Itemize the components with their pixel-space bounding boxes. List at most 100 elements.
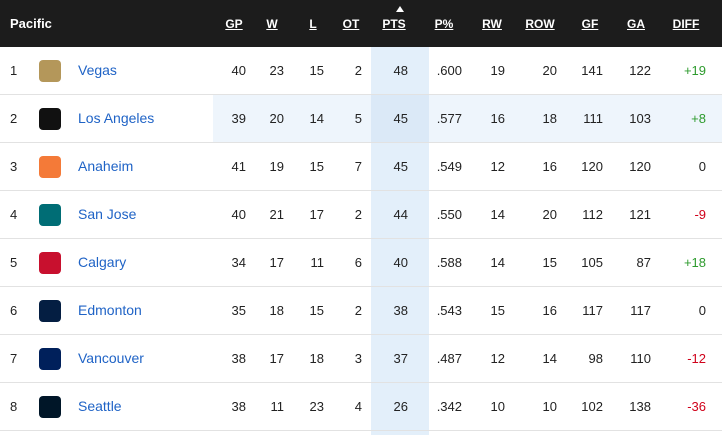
team-name[interactable]: Anaheim xyxy=(78,158,134,174)
row-divider xyxy=(0,382,722,383)
stat-cell: .342 xyxy=(436,399,462,414)
stat-cell: 120 xyxy=(581,159,603,174)
stat-cell: -9 xyxy=(694,207,706,222)
team-name[interactable]: Vegas xyxy=(78,62,117,78)
stat-cell: 112 xyxy=(582,207,603,222)
stat-cell: 87 xyxy=(636,255,651,270)
stat-cell: 18 xyxy=(309,351,324,366)
stat-cell: 2 xyxy=(354,303,362,318)
stat-cell: 7 xyxy=(354,159,362,174)
stat-cell: 45 xyxy=(393,159,408,174)
division-title: Pacific xyxy=(10,16,52,31)
rank: 2 xyxy=(10,111,18,126)
sort-indicator xyxy=(396,6,404,12)
stat-cell: 48 xyxy=(393,63,408,78)
stat-cell: 18 xyxy=(542,111,557,126)
stat-cell: 45 xyxy=(393,111,408,126)
stat-cell: 34 xyxy=(231,255,246,270)
stat-cell: 0 xyxy=(698,303,706,318)
stat-cell: 41 xyxy=(231,159,246,174)
row-divider xyxy=(0,238,722,239)
row-divider xyxy=(0,430,722,431)
team-name[interactable]: Calgary xyxy=(78,254,127,270)
rank: 8 xyxy=(10,399,18,414)
column-header[interactable]: W xyxy=(266,17,278,31)
stat-cell: 19 xyxy=(269,159,284,174)
stat-cell: 4 xyxy=(354,399,362,414)
stat-cell: .549 xyxy=(436,159,462,174)
stat-cell: 138 xyxy=(629,399,651,414)
column-header[interactable]: GA xyxy=(627,17,645,31)
column-header[interactable]: GF xyxy=(581,17,599,31)
team-name[interactable]: San Jose xyxy=(78,206,137,222)
stat-cell: 10 xyxy=(542,399,557,414)
stat-cell: 98 xyxy=(588,351,603,366)
sort-column-highlight xyxy=(371,0,429,435)
row-highlight-pts xyxy=(371,95,429,143)
stat-cell: 3 xyxy=(354,351,362,366)
stat-cell: 18 xyxy=(269,303,284,318)
rank: 5 xyxy=(10,255,18,270)
stat-cell: .577 xyxy=(436,111,462,126)
column-header[interactable]: RW xyxy=(482,17,502,31)
stat-cell: 16 xyxy=(490,111,505,126)
team-logo xyxy=(39,108,61,130)
stat-cell: 15 xyxy=(309,303,324,318)
stat-cell: 117 xyxy=(582,303,603,318)
stat-cell: +18 xyxy=(683,255,706,270)
stat-cell: +8 xyxy=(691,111,706,126)
stat-cell: 122 xyxy=(629,63,651,78)
team-logo xyxy=(39,60,61,82)
rank: 7 xyxy=(10,351,18,366)
column-header[interactable]: L xyxy=(309,17,317,31)
stat-cell: 14 xyxy=(309,111,324,126)
team-name[interactable]: Vancouver xyxy=(78,350,144,366)
stat-cell: 38 xyxy=(231,399,246,414)
rank: 6 xyxy=(10,303,18,318)
stat-cell: 141 xyxy=(581,63,603,78)
stat-cell: .487 xyxy=(436,351,462,366)
column-header[interactable]: GP xyxy=(225,17,243,31)
stat-cell: .550 xyxy=(436,207,462,222)
column-header[interactable]: DIFF xyxy=(672,17,700,31)
stat-cell: 14 xyxy=(490,207,505,222)
team-logo xyxy=(39,156,61,178)
stat-cell: 11 xyxy=(310,255,325,270)
stat-cell: 111 xyxy=(583,111,603,126)
stat-cell: 117 xyxy=(630,303,651,318)
team-logo xyxy=(39,348,61,370)
team-name[interactable]: Seattle xyxy=(78,398,122,414)
stat-cell: 5 xyxy=(354,111,362,126)
stat-cell: 121 xyxy=(629,207,651,222)
row-divider xyxy=(0,286,722,287)
stat-cell: 2 xyxy=(354,63,362,78)
stat-cell: 120 xyxy=(629,159,651,174)
stat-cell: .543 xyxy=(436,303,462,318)
stat-cell: 40 xyxy=(231,207,246,222)
stat-cell: 102 xyxy=(581,399,603,414)
column-header[interactable]: ROW xyxy=(525,17,555,31)
team-logo xyxy=(39,300,61,322)
team-name[interactable]: Edmonton xyxy=(78,302,142,318)
row-divider xyxy=(0,190,722,191)
stat-cell: 16 xyxy=(542,303,557,318)
row-divider xyxy=(0,142,722,143)
stat-cell: -36 xyxy=(687,399,706,414)
stat-cell: 20 xyxy=(542,207,557,222)
row-divider xyxy=(0,334,722,335)
stat-cell: 44 xyxy=(393,207,408,222)
column-header[interactable]: OT xyxy=(342,17,360,31)
team-name[interactable]: Los Angeles xyxy=(78,110,155,126)
stat-cell: 38 xyxy=(231,351,246,366)
rank: 1 xyxy=(10,63,18,78)
stat-cell: .600 xyxy=(436,63,462,78)
header-bar xyxy=(0,0,722,47)
stat-cell: -12 xyxy=(687,351,706,366)
stat-cell: 17 xyxy=(269,255,284,270)
stat-cell: 21 xyxy=(269,207,284,222)
column-header[interactable]: PTS xyxy=(382,17,406,31)
column-header[interactable]: P% xyxy=(434,17,454,31)
stat-cell: 103 xyxy=(629,111,651,126)
stat-cell: 16 xyxy=(542,159,557,174)
stat-cell: 26 xyxy=(393,399,408,414)
